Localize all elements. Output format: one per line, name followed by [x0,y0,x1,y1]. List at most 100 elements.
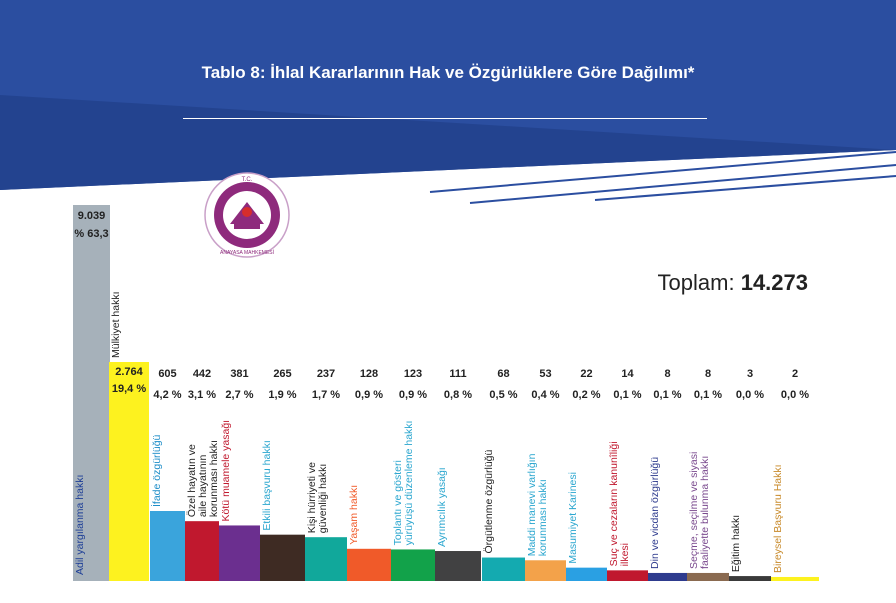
bar [566,567,607,581]
bar [185,521,219,581]
value-label: 128 [360,368,378,380]
logo-bottom-text: ANAYASA MAHKEMESİ [220,249,274,256]
percent-label: 0,1 % [694,389,722,401]
percent-label: 1,9 % [268,389,296,401]
value-label: 14 [621,368,634,380]
bar [347,548,391,581]
percent-label: 0,5 % [489,389,517,401]
bar [525,560,566,581]
bar-group: 123 0,9 % Toplantı ve gösteriyürüyüşü düze… [391,368,435,581]
category-label: Bireysel Başvuru Hakkı [772,464,784,573]
category-label: Etkili başvuru hakkı [261,440,273,530]
category-label: Seçme, seçilme ve siyasifaaliyette bulun… [688,452,711,569]
value-label: 8 [664,368,670,380]
value-label: 265 [273,368,291,380]
total-value: 14.273 [740,270,808,295]
percent-label: 0,2 % [572,389,600,401]
category-label: Kişi hürriyeti vegüvenliği hakkı [306,462,329,533]
category-label: Suç ve cezaların kanunîliğiilkesi [608,441,631,566]
bar [150,511,185,581]
bar [729,576,771,581]
decor-line [594,175,896,201]
percent-label: 0,9 % [399,389,427,401]
page-title: Tablo 8: İhlal Kararlarının Hak ve Özgür… [201,63,695,82]
category-label: Adil yargılanma hakkı [74,475,86,575]
value-label: 22 [580,368,592,380]
value-label: 2 [792,368,798,380]
decor-line [469,164,896,204]
category-label: Din ve vicdan özgürlüğü [649,457,661,569]
title-divider [183,118,707,119]
bar [391,549,435,581]
value-label: 111 [449,368,466,380]
category-label: Kötü muamele yasağı [220,420,232,522]
percent-label: 3,1 % [188,389,216,401]
bar-group: 8 0,1 % Din ve vicdan özgürlüğü [648,368,687,581]
percent-label: 2,7 % [225,389,253,401]
value-label: 605 [158,368,176,380]
bar-group: 442 3,1 % Özel hayatın veaile hayatınınkor… [185,368,220,581]
value-label: 123 [404,368,422,380]
percent-label: 1,7 % [312,389,340,401]
category-label: Masumiyet Karinesi [567,472,579,564]
percent-label: 0,0 % [781,389,809,401]
bar [435,551,481,581]
percent-label: 0,1 % [653,389,681,401]
category-label: Özel hayatın veaile hayatınınkorunması h… [186,440,220,517]
bar-group: 265 1,9 % Etkili başvuru hakkı [260,368,305,581]
percent-label: 0,9 % [355,389,383,401]
bar-group: 2 0,0 % Bireysel Başvuru Hakkı [771,368,819,581]
total-label: Toplam: [657,270,735,295]
logo-top-text: T.C. [242,177,253,183]
bar-group: 68 0,5 % Örgütlenme özgürlüğü [482,368,525,581]
bar-group: 8 0,1 % Seçme, seçilme ve siyasifaaliyette… [687,368,729,581]
bar-group: 111 0,8 % Ayrımcılık yasağı [435,368,481,581]
bar [648,572,687,581]
bar [73,205,110,581]
bar-group: 14 0,1 % Suç ve cezaların kanunîliğiilkesi [607,368,648,581]
bar-group: 128 0,9 % Yaşam hakkı [347,368,391,581]
bar [260,534,305,581]
bar [687,572,729,581]
percent-label: 19,4 % [112,383,146,395]
total-summary: Toplam: 14.273 [658,270,808,296]
value-label: 442 [193,368,211,380]
percent-label: 0,1 % [613,389,641,401]
bar-group: 381 2,7 % Kötü muamele yasağı [219,368,260,581]
bar [219,525,260,581]
category-label: Maddi manevi varlığınkorunması hakkı [526,453,549,556]
category-label: Toplantı ve gösteriyürüyüşü düzenleme ha… [392,421,415,546]
category-label: Yaşam hakkı [348,485,360,545]
bar-group: 53 0,4 % Maddi manevi varlığınkorunması ha… [525,368,566,581]
percent-label: 0,4 % [531,389,559,401]
court-seal-logo: T.C. ANAYASA MAHKEMESİ [204,172,290,258]
percent-label: 4,2 % [153,389,181,401]
bar-group: 2.764 19,4 % Mülkiyet hakkı [109,291,149,581]
value-label: 68 [497,368,509,380]
bar [305,537,347,581]
value-label: 3 [747,368,753,380]
percent-label: % 63,3 [74,228,108,240]
bar [771,576,819,581]
value-label: 237 [317,368,335,380]
value-label: 53 [539,368,551,380]
category-label: Örgütlenme özgürlüğü [483,449,495,553]
bar-group: 237 1,7 % Kişi hürriyeti vegüvenliği hakkı [305,368,347,581]
category-label: Eğitim hakkı [730,515,742,572]
value-label: 9.039 [78,210,106,222]
bar [109,362,149,581]
bar-group: 605 4,2 % İfade özgürlüğü [150,368,185,581]
decor-line [429,151,896,193]
value-label: 8 [705,368,711,380]
category-label: İfade özgürlüğü [150,434,163,507]
bar-group: 3 0,0 % Eğitim hakkı [729,368,771,581]
bar-group: 9.039 % 63,3 Adil yargılanma hakkı [73,205,110,581]
percent-label: 0,0 % [736,389,764,401]
percent-label: 0,8 % [444,389,472,401]
bar-group: 22 0,2 % Masumiyet Karinesi [566,368,607,581]
value-label: 2.764 [115,366,143,378]
category-label: Ayrımcılık yasağı [436,467,448,547]
bar [607,570,648,581]
value-label: 381 [230,368,248,380]
